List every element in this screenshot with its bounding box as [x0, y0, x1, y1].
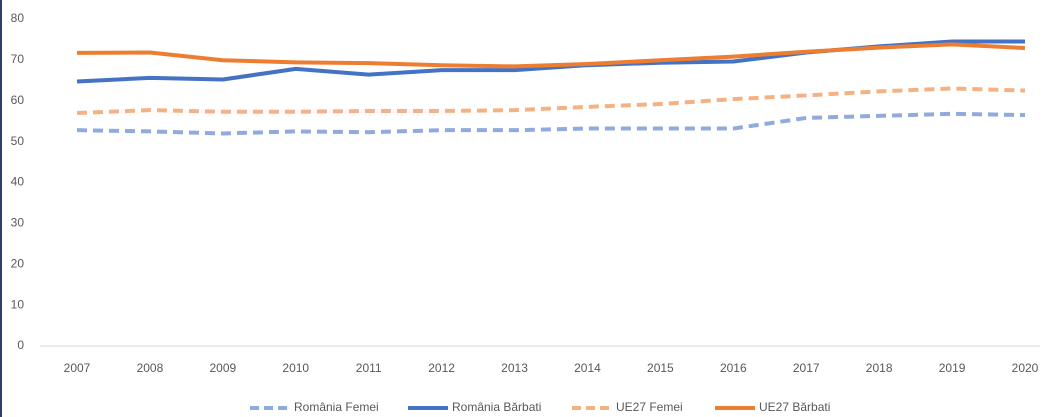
x-tick-label: 2011	[356, 361, 382, 375]
x-tick-label: 2007	[64, 361, 91, 375]
x-tick-label: 2014	[574, 361, 601, 375]
y-tick-label: 80	[11, 11, 25, 25]
y-tick-label: 40	[11, 175, 25, 189]
y-tick-label: 20	[11, 256, 25, 270]
x-tick-label: 2018	[866, 361, 893, 375]
y-tick-label: 70	[11, 52, 25, 66]
y-tick-label: 0	[17, 338, 24, 352]
x-tick-label: 2016	[720, 361, 747, 375]
y-tick-label: 10	[11, 297, 25, 311]
legend-label: România Femei	[294, 400, 379, 414]
series-line	[76, 111, 1026, 136]
series-line	[76, 86, 1026, 116]
y-tick-label: 50	[11, 134, 25, 148]
x-tick-label: 2020	[1012, 361, 1039, 375]
x-tick-label: 2017	[793, 361, 820, 375]
x-tick-label: 2012	[428, 361, 455, 375]
legend-label: UE27 Bărbati	[759, 400, 830, 414]
x-tick-label: 2008	[137, 361, 164, 375]
y-tick-label: 60	[11, 93, 25, 107]
x-tick-label: 2015	[647, 361, 674, 375]
x-tick-label: 2013	[501, 361, 528, 375]
x-tick-label: 2019	[939, 361, 966, 375]
legend-label: România Bărbati	[452, 400, 541, 414]
x-tick-label: 2010	[282, 361, 309, 375]
legend-label: UE27 Femei	[616, 400, 683, 414]
y-tick-label: 30	[11, 216, 25, 230]
x-tick-label: 2009	[209, 361, 236, 375]
series-line	[76, 42, 1026, 69]
